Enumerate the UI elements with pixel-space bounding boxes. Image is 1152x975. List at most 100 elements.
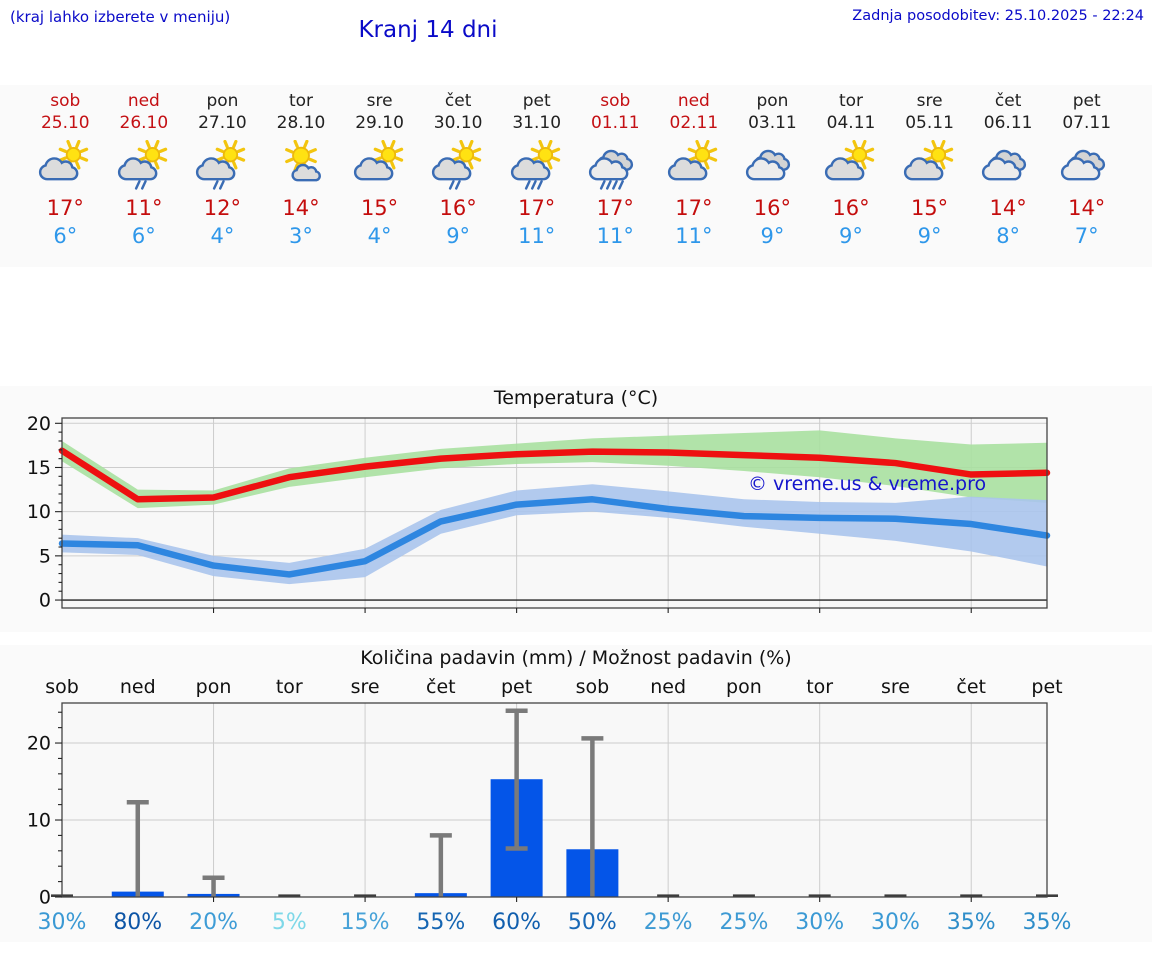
low-temp: 7°	[1074, 224, 1099, 248]
sun-icon	[530, 140, 560, 170]
watermark: © vreme.us & vreme.pro	[748, 473, 986, 495]
precip-day-label: ned	[650, 676, 686, 698]
high-temp: 14°	[1068, 196, 1106, 220]
high-temp: 14°	[282, 196, 320, 220]
precip-day-label: pon	[196, 676, 232, 698]
weather-icon-sun-cloud-light-rain	[432, 140, 482, 190]
max-temp-line	[58, 447, 1051, 503]
day-name: čet	[994, 91, 1022, 111]
day-date: 01.11	[590, 113, 640, 133]
day-icon-box	[742, 137, 802, 193]
forecast-day-9: pon 03.11 16° 9°	[733, 85, 812, 267]
precip-day-label: tor	[806, 676, 833, 698]
zero-bar-tick	[884, 894, 907, 897]
precipitation-section: Količina padavin (mm) / Možnost padavin …	[0, 645, 1152, 942]
y-tick-label: 0	[39, 887, 51, 909]
forecast-day-2: pon 27.10 12° 4°	[183, 85, 262, 267]
rain-icon	[600, 180, 625, 190]
weather-icon-cloudy	[1060, 149, 1105, 181]
high-temp: 17°	[675, 196, 713, 220]
zero-bar-tick	[354, 894, 377, 897]
low-temp: 11°	[675, 224, 713, 248]
cloud-icon	[982, 157, 1022, 181]
day-name: ned	[677, 91, 710, 111]
low-temp: 6°	[131, 224, 156, 248]
forecast-day-6: pet 31.10 17° 11°	[497, 85, 576, 267]
weather-icon-partly-sunny	[903, 140, 953, 181]
forecast-day-7: sob 01.11 17° 11°	[576, 85, 655, 267]
cloud-icon	[510, 157, 551, 181]
rain-icon	[213, 180, 226, 190]
day-name: tor	[838, 91, 864, 111]
precip-day-label: sob	[576, 676, 610, 698]
cloud-icon	[291, 163, 321, 182]
low-temp: 3°	[289, 224, 313, 248]
y-tick-label: 5	[39, 545, 51, 567]
high-temp: 16°	[832, 196, 870, 220]
day-date: 26.10	[119, 113, 169, 133]
forecast-day-1: ned 26.10 11° 6°	[105, 85, 184, 267]
low-temp: 11°	[518, 224, 556, 248]
day-date: 05.11	[905, 113, 954, 133]
min-temp-line	[58, 496, 1051, 578]
precip-probability-label: 5%	[272, 910, 307, 935]
precip-day-label: pet	[501, 676, 532, 698]
day-name: sre	[366, 91, 393, 111]
low-temp: 9°	[760, 224, 785, 248]
weather-icon-cloudy-heavy-rain	[589, 149, 634, 190]
high-temp: 11°	[125, 196, 163, 220]
low-temp: 4°	[210, 224, 235, 248]
day-icon-box	[192, 137, 252, 193]
precip-day-label: sob	[45, 676, 79, 698]
y-tick-label: 10	[27, 810, 51, 832]
low-temp: 9°	[446, 224, 471, 248]
day-date: 31.10	[512, 113, 562, 133]
day-icon-box	[507, 137, 567, 193]
high-temp: 15°	[910, 196, 949, 220]
weather-icon-sun-cloud-rain	[510, 140, 560, 190]
high-temp: 17°	[518, 196, 556, 220]
sun-icon	[373, 140, 403, 170]
precipitation-chart: sob ned pon tor sre čet pet sob ned pon tor sre čet p…	[27, 676, 1072, 935]
forecast-day-4: sre 29.10 15° 4°	[340, 85, 419, 267]
cloud-icon	[746, 157, 786, 181]
day-name: sre	[916, 91, 943, 111]
day-icon-box	[350, 137, 410, 193]
day-name: tor	[288, 91, 314, 111]
precip-probability-label: 30%	[871, 910, 920, 935]
high-temp: 17°	[596, 196, 634, 220]
precip-probability-label: 30%	[795, 910, 844, 935]
day-date: 03.11	[748, 113, 797, 133]
cloud-icon	[117, 157, 158, 181]
cloud-icon	[903, 157, 943, 181]
cloud-icon	[1060, 157, 1101, 181]
zero-bar-tick	[732, 894, 755, 897]
forecast-day-10: tor 04.11 16° 9°	[812, 85, 891, 267]
day-name: pet	[1072, 91, 1101, 111]
precip-day-label: čet	[956, 676, 986, 698]
day-date: 25.10	[40, 113, 90, 133]
day-name: pon	[756, 91, 789, 111]
precip-day-label: sre	[881, 676, 910, 698]
precip-day-label: sre	[351, 676, 380, 698]
high-temp: 14°	[989, 196, 1027, 220]
precip-probability-label: 25%	[719, 910, 768, 935]
weather-icon-cloudy	[982, 149, 1027, 181]
plot-area	[62, 703, 1047, 897]
zero-bar-tick	[960, 894, 983, 897]
plot-border	[61, 417, 1048, 609]
rain-icon	[134, 180, 147, 190]
precip-chart-title: Količina padavin (mm) / Možnost padavin …	[360, 647, 792, 669]
low-temp: 6°	[53, 224, 78, 248]
rain-icon	[524, 180, 543, 190]
top-header: (kraj lahko izberete v meniju) Kranj 14 …	[0, 0, 1152, 85]
day-icon-box	[664, 137, 724, 193]
weather-icon-partly-sunny	[667, 140, 718, 181]
precip-day-label: tor	[276, 676, 303, 698]
day-icon-box	[1057, 137, 1117, 193]
precip-day-label: čet	[426, 676, 456, 698]
day-name: sob	[50, 91, 81, 111]
precip-probability-label: 60%	[492, 910, 541, 935]
weather-icon-cloudy	[746, 149, 791, 181]
